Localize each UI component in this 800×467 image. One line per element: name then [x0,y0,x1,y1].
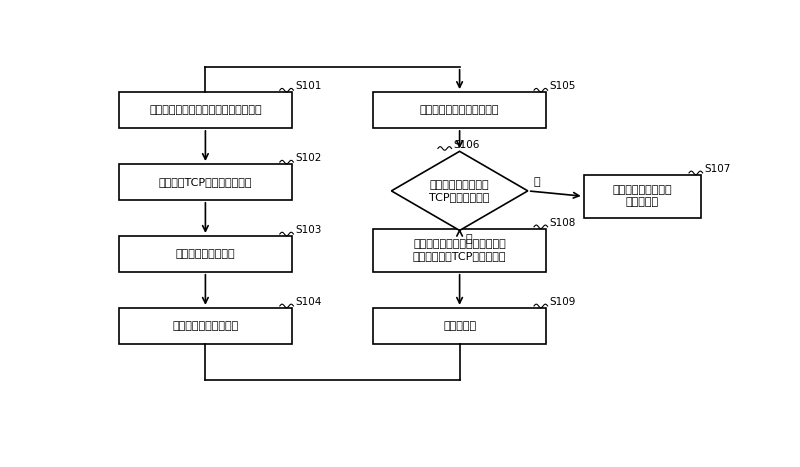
Text: 前期流量数据的采集、分流及手工分类: 前期流量数据的采集、分流及手工分类 [149,105,262,115]
Bar [118,92,292,128]
Bar [373,308,546,344]
Text: S104: S104 [295,297,322,307]
Text: 否: 否 [466,234,473,244]
Text: 对已分类的数据包打
上正确标签: 对已分类的数据包打 上正确标签 [613,185,672,207]
Text: S105: S105 [550,81,576,91]
Text: 对待分类的数据包进行分流: 对待分类的数据包进行分流 [420,105,499,115]
Text: 决策树查找: 决策树查找 [443,321,476,331]
Polygon shape [391,151,528,230]
Text: 是: 是 [534,177,541,187]
Bar [373,229,546,272]
Bar [118,308,292,344]
Text: 对决策树进行结构转换: 对决策树进行结构转换 [172,321,238,331]
Text: S101: S101 [295,81,322,91]
Text: 对未分类的数据包打上默认标签
并提取待分类TCP流的包特征: 对未分类的数据包打上默认标签 并提取待分类TCP流的包特征 [413,240,506,261]
Text: S108: S108 [550,218,576,228]
Text: S109: S109 [550,297,576,307]
Text: S106: S106 [454,140,480,149]
Text: S107: S107 [705,164,731,174]
Text: S103: S103 [295,225,322,235]
Text: 判断该数据包所属的
TCP流是否已分类: 判断该数据包所属的 TCP流是否已分类 [430,180,490,202]
Text: S102: S102 [295,153,322,163]
Bar [584,175,702,218]
Bar [373,92,546,128]
Text: 提取前期TCP流集合的包特征: 提取前期TCP流集合的包特征 [158,177,252,187]
Bar [118,164,292,200]
Text: 建立决策树分类模型: 建立决策树分类模型 [175,249,235,259]
Bar [118,236,292,272]
